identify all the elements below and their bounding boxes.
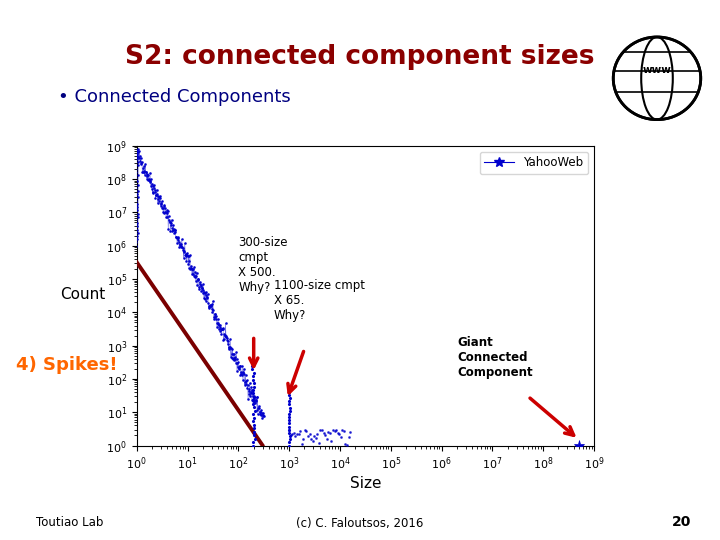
Text: S2: connected component sizes: S2: connected component sizes xyxy=(125,44,595,70)
Text: Carnegie Mellon: Carnegie Mellon xyxy=(31,13,127,22)
Text: 1100-size cmpt
X 65.
Why?: 1100-size cmpt X 65. Why? xyxy=(274,279,365,322)
Text: (c) C. Faloutsos, 2016: (c) C. Faloutsos, 2016 xyxy=(297,516,423,530)
Text: 300-size
cmpt
X 500.
Why?: 300-size cmpt X 500. Why? xyxy=(238,235,288,294)
Text: • Connected Components: • Connected Components xyxy=(58,88,290,106)
Legend: YahooWeb: YahooWeb xyxy=(480,152,588,174)
Text: 4) Spikes!: 4) Spikes! xyxy=(16,355,117,374)
Text: Toutiao Lab: Toutiao Lab xyxy=(36,516,104,530)
X-axis label: Size: Size xyxy=(350,476,381,491)
Text: Count: Count xyxy=(60,287,105,302)
Text: www: www xyxy=(642,65,672,76)
Text: Giant
Connected
Component: Giant Connected Component xyxy=(457,335,533,379)
Text: 20: 20 xyxy=(672,516,691,530)
